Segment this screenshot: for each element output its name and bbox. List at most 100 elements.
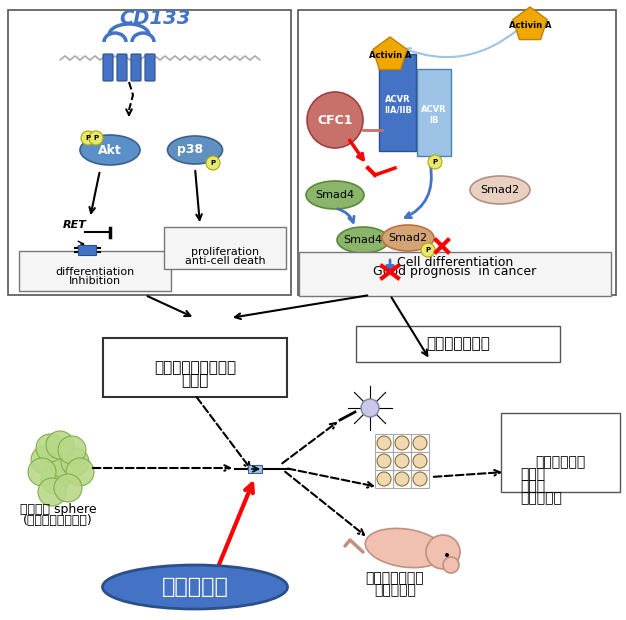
Bar <box>375 434 393 452</box>
Circle shape <box>58 436 86 464</box>
FancyBboxPatch shape <box>501 413 620 492</box>
Text: Smad2: Smad2 <box>389 233 428 243</box>
Circle shape <box>28 458 56 486</box>
Circle shape <box>428 155 442 169</box>
Circle shape <box>361 399 379 417</box>
Polygon shape <box>513 7 547 40</box>
FancyBboxPatch shape <box>19 251 171 291</box>
Circle shape <box>31 446 59 474</box>
Text: Activin A: Activin A <box>509 20 552 30</box>
FancyBboxPatch shape <box>298 10 616 295</box>
Circle shape <box>66 458 94 486</box>
Text: p38: p38 <box>177 143 203 156</box>
Ellipse shape <box>103 565 287 609</box>
Text: がんの悪性化: がんの悪性化 <box>535 455 585 469</box>
FancyBboxPatch shape <box>145 54 155 81</box>
Circle shape <box>36 434 64 462</box>
Circle shape <box>413 472 427 486</box>
Text: Good prognosis  in cancer: Good prognosis in cancer <box>373 265 536 278</box>
FancyBboxPatch shape <box>103 54 113 81</box>
Text: P: P <box>93 135 98 141</box>
Text: 新規治療薬: 新規治療薬 <box>162 577 228 597</box>
Text: 遺伝子: 遺伝子 <box>182 373 208 389</box>
Bar <box>393 452 411 470</box>
Text: Inhibition: Inhibition <box>69 276 121 286</box>
Polygon shape <box>373 37 407 69</box>
Circle shape <box>307 92 363 148</box>
Circle shape <box>377 436 391 450</box>
Circle shape <box>81 131 95 145</box>
Bar <box>393 434 411 452</box>
Bar <box>393 470 411 488</box>
Text: (がん幹細胞の濃縮): (がん幹細胞の濃縮) <box>23 515 93 528</box>
Bar <box>375 452 393 470</box>
Circle shape <box>89 131 103 145</box>
Bar <box>411 452 429 470</box>
Text: Smad4: Smad4 <box>316 190 354 200</box>
Bar <box>248 465 262 473</box>
Text: RET: RET <box>63 220 87 230</box>
Ellipse shape <box>470 176 530 204</box>
Text: Cell differentiation: Cell differentiation <box>397 255 513 268</box>
Text: Smad2: Smad2 <box>480 185 520 195</box>
Text: anti-cell death: anti-cell death <box>185 256 265 266</box>
Text: ・治療抵抗: ・治療抵抗 <box>520 491 562 505</box>
Text: がん幹細胞特異的な: がん幹細胞特異的な <box>154 360 236 376</box>
Circle shape <box>443 557 459 573</box>
FancyBboxPatch shape <box>164 227 286 269</box>
Circle shape <box>51 451 79 479</box>
Text: CFC1: CFC1 <box>317 113 352 126</box>
FancyBboxPatch shape <box>131 54 141 81</box>
Ellipse shape <box>337 227 389 253</box>
Circle shape <box>421 243 435 257</box>
Circle shape <box>426 535 460 569</box>
Text: 細胞分化の抑制: 細胞分化の抑制 <box>426 337 490 352</box>
Circle shape <box>413 454 427 468</box>
FancyBboxPatch shape <box>299 252 611 296</box>
Text: ACVR
IIA/IIB: ACVR IIA/IIB <box>384 95 412 115</box>
FancyBboxPatch shape <box>379 54 416 151</box>
Text: Activin A: Activin A <box>369 50 411 60</box>
FancyBboxPatch shape <box>356 326 560 362</box>
Text: differentiation: differentiation <box>55 267 135 277</box>
Text: Akt: Akt <box>98 143 122 156</box>
Text: がん細胞の増殖: がん細胞の増殖 <box>366 571 424 585</box>
Circle shape <box>395 454 409 468</box>
Circle shape <box>395 472 409 486</box>
Circle shape <box>46 431 74 459</box>
Ellipse shape <box>80 135 140 165</box>
Ellipse shape <box>366 528 444 568</box>
Ellipse shape <box>306 181 364 209</box>
Circle shape <box>377 454 391 468</box>
Text: P: P <box>85 135 91 141</box>
FancyBboxPatch shape <box>417 69 451 156</box>
Text: P: P <box>210 160 215 166</box>
Text: proliferation: proliferation <box>191 247 259 257</box>
Text: 腫瘍の形成: 腫瘍の形成 <box>374 583 416 597</box>
Circle shape <box>413 436 427 450</box>
Ellipse shape <box>382 225 434 251</box>
Text: Smad4: Smad4 <box>344 235 382 245</box>
Text: ACVR
IB: ACVR IB <box>421 105 447 125</box>
Text: P: P <box>426 247 431 253</box>
FancyBboxPatch shape <box>8 10 291 295</box>
Circle shape <box>54 474 82 502</box>
Circle shape <box>395 436 409 450</box>
Text: 神経芽腫 sphere: 神経芽腫 sphere <box>19 503 96 516</box>
FancyBboxPatch shape <box>103 338 287 397</box>
Circle shape <box>38 478 66 506</box>
Text: P: P <box>433 159 438 165</box>
Circle shape <box>445 553 449 557</box>
Text: ・転移: ・転移 <box>520 467 545 481</box>
Bar <box>375 470 393 488</box>
Bar <box>411 470 429 488</box>
Circle shape <box>206 156 220 170</box>
Circle shape <box>61 448 89 476</box>
Bar <box>411 434 429 452</box>
Circle shape <box>41 466 69 494</box>
Text: CD133: CD133 <box>120 9 191 27</box>
Circle shape <box>377 472 391 486</box>
Ellipse shape <box>168 136 222 164</box>
Bar <box>78 245 96 255</box>
FancyBboxPatch shape <box>117 54 127 81</box>
